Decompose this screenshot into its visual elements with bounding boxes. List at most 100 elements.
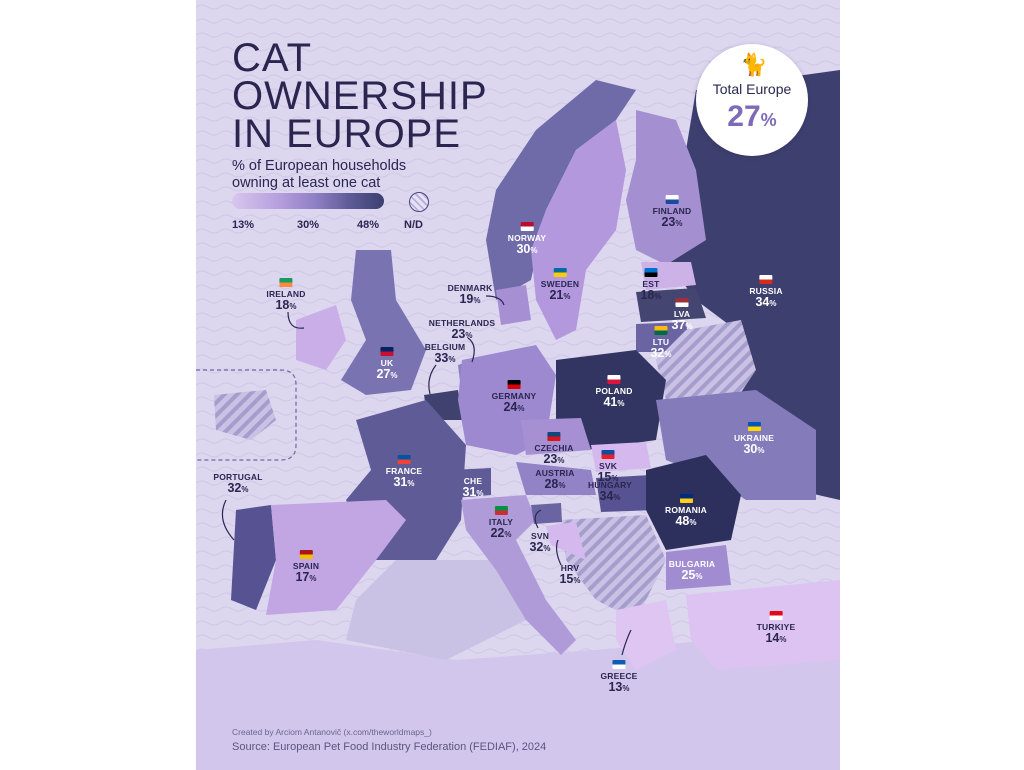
country-value: 24% bbox=[503, 400, 525, 414]
country-label-netherlands: NETHERLANDS 23% bbox=[429, 318, 495, 342]
country-name: PORTUGAL bbox=[213, 472, 263, 482]
country-value: 23% bbox=[543, 452, 565, 466]
country-label-france: FRANCE 31% bbox=[386, 455, 423, 490]
country-value: 23% bbox=[451, 327, 473, 341]
uk-flag-icon bbox=[380, 347, 394, 356]
country-name: SVN bbox=[530, 531, 550, 541]
region-sweden bbox=[531, 120, 626, 340]
region-croatia bbox=[546, 522, 586, 560]
slovenia-arrow bbox=[534, 509, 542, 529]
country-value: 41% bbox=[603, 395, 625, 409]
country-label-bulgaria: BULGARIA 25% bbox=[669, 559, 715, 583]
region-slovenia bbox=[531, 503, 562, 524]
africa-landmass bbox=[196, 640, 840, 770]
title-line-3: IN EUROPE bbox=[232, 112, 462, 156]
country-name: SVK bbox=[598, 461, 618, 471]
portugal-arrow bbox=[221, 499, 235, 541]
region-austria bbox=[516, 462, 596, 495]
country-value: 48% bbox=[675, 514, 697, 528]
iceland-inset-frame bbox=[196, 369, 297, 461]
country-name: IRELAND bbox=[266, 289, 306, 299]
region-ukraine bbox=[656, 390, 816, 500]
region-greece bbox=[616, 600, 676, 670]
region-bulgaria bbox=[666, 545, 731, 590]
country-name: ITALY bbox=[488, 517, 514, 527]
country-value: 19% bbox=[459, 292, 481, 306]
title-line-1: CAT bbox=[232, 36, 313, 80]
ltu-flag-icon bbox=[654, 326, 668, 335]
subtitle-line-1: % of European households bbox=[232, 158, 407, 174]
legend-mid: 30% bbox=[297, 219, 320, 231]
region-latvia bbox=[636, 288, 706, 322]
legend-color-scale bbox=[232, 193, 384, 209]
region-balkans-nodata bbox=[561, 515, 666, 620]
country-label-ltu: LTU 32% bbox=[650, 326, 672, 361]
region-iceland-nodata bbox=[214, 390, 276, 440]
country-label-portugal: PORTUGAL 32% bbox=[213, 472, 262, 496]
country-value: 30% bbox=[516, 242, 538, 256]
country-value: 14% bbox=[765, 631, 787, 645]
ireland-arrow bbox=[287, 311, 305, 329]
ukraine-flag-icon bbox=[747, 422, 761, 431]
region-switzerland bbox=[451, 468, 491, 498]
country-value: 31% bbox=[462, 485, 484, 499]
country-label-ukraine: UKRAINE 30% bbox=[734, 422, 774, 457]
belgium-arrow bbox=[428, 364, 437, 395]
netherlands-arrow bbox=[467, 337, 475, 363]
country-name: DENMARK bbox=[447, 283, 493, 293]
subtitle-line-2: owning at least one cat bbox=[232, 175, 381, 191]
country-value: 18% bbox=[640, 288, 662, 302]
country-value: 34% bbox=[755, 295, 777, 309]
finland-flag-icon bbox=[665, 195, 679, 204]
country-name: NORWAY bbox=[507, 233, 547, 243]
country-label-lva: LVA 37% bbox=[671, 298, 693, 333]
legend-nodata-swatch bbox=[409, 192, 429, 212]
country-label-hrv: HRV 15% bbox=[559, 563, 580, 587]
country-value: 13% bbox=[608, 680, 630, 694]
total-europe-badge: 🐈 Total Europe 27% bbox=[696, 44, 808, 156]
country-label-che: CHE 31% bbox=[462, 476, 483, 500]
romania-flag-icon bbox=[679, 494, 693, 503]
greece-flag-icon bbox=[612, 660, 626, 669]
turkiye-flag-icon bbox=[769, 611, 783, 620]
country-name: TURKIYE bbox=[756, 622, 796, 632]
country-name: SPAIN bbox=[292, 561, 320, 571]
country-label-turkiye: TURKIYE 14% bbox=[757, 611, 796, 646]
country-label-hungary: HUNGARY 34% bbox=[588, 480, 632, 504]
cat-icon: 🐈 bbox=[740, 52, 768, 77]
total-europe-label: Total Europe bbox=[712, 81, 792, 97]
country-value: 27% bbox=[376, 367, 398, 381]
country-value: 32% bbox=[227, 481, 249, 495]
country-label-germany: GERMANY 24% bbox=[492, 380, 537, 415]
country-name: SWEDEN bbox=[540, 279, 580, 289]
region-turkiye bbox=[686, 580, 840, 670]
denmark-arrow bbox=[485, 295, 505, 306]
total-europe-value: 27% bbox=[727, 100, 777, 133]
title-line-2: OWNERSHIP bbox=[232, 74, 488, 118]
region-slovakia bbox=[591, 442, 651, 472]
country-label-greece: GREECE 13% bbox=[600, 660, 637, 695]
country-label-norway: NORWAY 30% bbox=[508, 222, 547, 257]
country-name: GREECE bbox=[600, 671, 638, 681]
country-label-sweden: SWEDEN 21% bbox=[541, 268, 580, 303]
country-name: POLAND bbox=[595, 386, 633, 396]
svk-flag-icon bbox=[601, 450, 615, 459]
country-value: 25% bbox=[681, 568, 703, 582]
poland-flag-icon bbox=[607, 375, 621, 384]
country-value: 23% bbox=[661, 215, 683, 229]
country-label-ireland: IRELAND 18% bbox=[266, 278, 305, 313]
russia-flag-icon bbox=[759, 275, 773, 284]
map-panel: CAT OWNERSHIP IN EUROPE % of European ho… bbox=[196, 0, 840, 770]
legend-nodata-label: N/D bbox=[404, 219, 423, 231]
country-name: GERMANY bbox=[491, 391, 537, 401]
sweden-flag-icon bbox=[553, 268, 567, 277]
country-value: 15% bbox=[559, 572, 581, 586]
region-belarus-nodata bbox=[656, 320, 756, 400]
country-value: 15% bbox=[597, 470, 619, 484]
france-flag-icon bbox=[397, 455, 411, 464]
region-russia bbox=[666, 70, 840, 500]
est-flag-icon bbox=[644, 268, 658, 277]
country-label-est: EST 18% bbox=[640, 268, 662, 303]
country-label-austria: AUSTRIA 28% bbox=[535, 468, 574, 492]
region-denmark bbox=[496, 285, 531, 325]
